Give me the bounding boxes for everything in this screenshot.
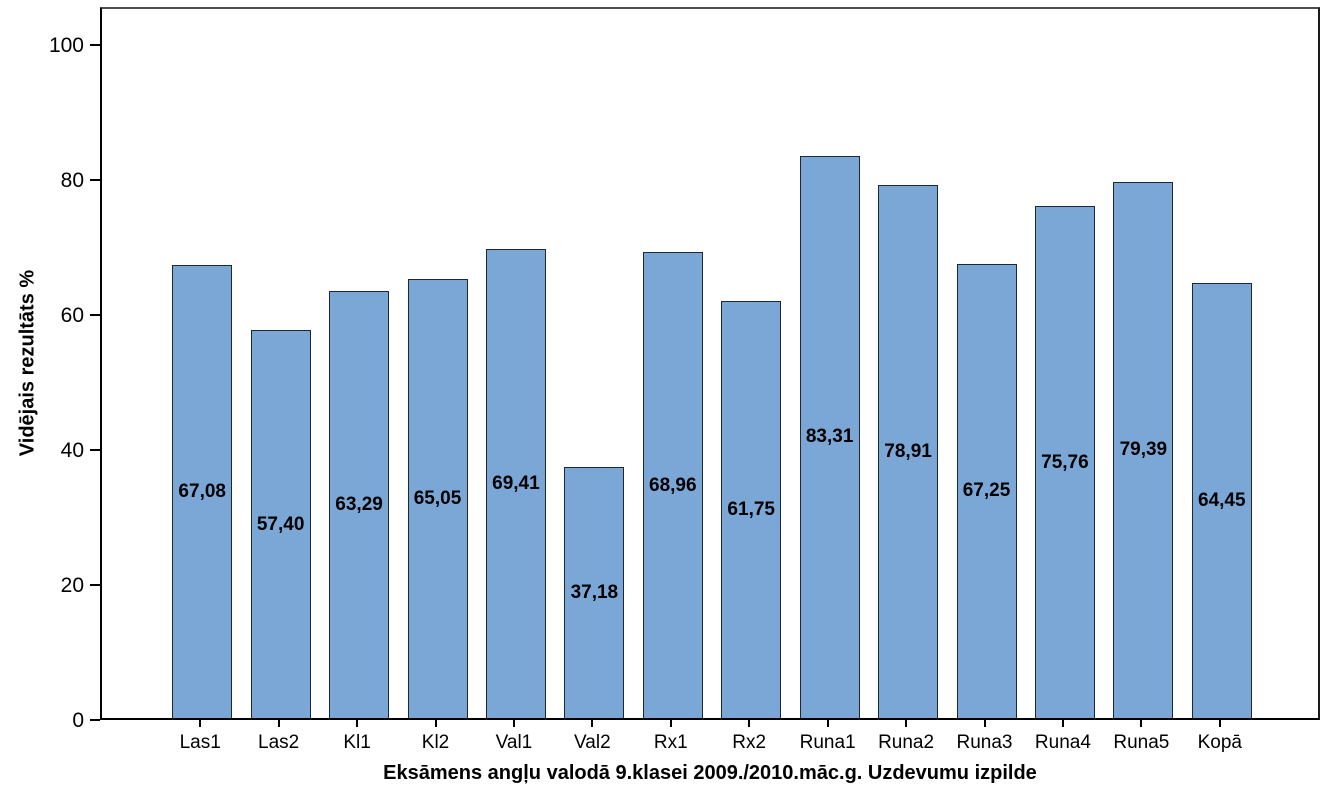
y-tick-mark — [90, 719, 100, 721]
y-tick-mark — [90, 448, 100, 451]
x-tick-mark — [1218, 720, 1221, 727]
bar-Runa4: 75,76 — [1034, 206, 1095, 718]
x-tick-mark — [748, 720, 751, 727]
bar-value-label: 61,75 — [727, 499, 775, 521]
y-tick-mark — [90, 178, 100, 181]
x-tick-label-Runa1: Runa1 — [799, 732, 856, 753]
bar-Rx1: 68,96 — [642, 252, 703, 718]
bar-Runa5: 79,39 — [1113, 181, 1174, 718]
bar-Kl2: 65,05 — [407, 278, 468, 718]
x-tick-label-Rx1: Rx1 — [653, 732, 688, 753]
bar-Kopā: 64,45 — [1191, 282, 1252, 718]
x-tick-label-Kl1: Kl1 — [343, 732, 371, 753]
x-tick-mark — [905, 720, 908, 727]
x-tick-mark — [669, 720, 672, 727]
y-tick-label-80: 80 — [60, 168, 84, 192]
bar-value-label: 79,39 — [1119, 439, 1168, 461]
plot-area: 67,08 57,40 63,29 65,05 69,41 37,18 68,96 61,75… — [100, 7, 1320, 720]
bar-value-label: 78,91 — [884, 441, 932, 463]
x-tick-mark — [983, 720, 986, 727]
bar-Rx2: 61,75 — [721, 301, 782, 718]
y-tick-label-100: 100 — [48, 33, 84, 57]
bar-Runa2: 78,91 — [878, 185, 939, 718]
bar-value-label: 63,29 — [335, 493, 383, 515]
bar-value-label: 67,25 — [962, 480, 1011, 502]
x-tick-label-Las1: Las1 — [179, 732, 221, 753]
bar-Runa3: 67,25 — [956, 263, 1017, 718]
bar-value-label: 64,45 — [1198, 489, 1246, 511]
x-tick-mark — [199, 720, 202, 727]
x-tick-label-Val2: Val2 — [574, 732, 611, 753]
x-tick-label-Kl2: Kl2 — [421, 732, 450, 753]
bar-Las2: 57,40 — [250, 330, 311, 718]
x-tick-mark — [1061, 720, 1064, 727]
y-tick-label-40: 40 — [60, 438, 84, 462]
x-tick-label-Runa2: Runa2 — [878, 732, 935, 753]
bar-value-label: 65,05 — [413, 487, 462, 509]
x-tick-mark — [512, 720, 515, 727]
bar-Kl1: 63,29 — [329, 290, 390, 718]
x-tick-label-Rx2: Rx2 — [732, 732, 767, 753]
x-tick-label-Runa4: Runa4 — [1034, 732, 1091, 753]
x-tick-label-Runa5: Runa5 — [1113, 732, 1170, 753]
bar-value-label: 83,31 — [805, 426, 854, 448]
bar-value-label: 57,40 — [256, 513, 305, 535]
x-tick-mark — [826, 720, 829, 727]
x-tick-mark — [356, 720, 359, 727]
bar-value-label: 75,76 — [1041, 451, 1089, 473]
y-tick-mark — [90, 583, 100, 586]
bar-value-label: 69,41 — [492, 473, 540, 495]
x-tick-label-Las2: Las2 — [258, 732, 300, 753]
x-tick-mark — [591, 720, 594, 727]
x-tick-label-Kopā: Kopā — [1197, 732, 1242, 753]
bar-value-label: 68,96 — [649, 474, 697, 496]
bar-Val1: 69,41 — [485, 249, 546, 718]
y-tick-mark — [90, 313, 100, 316]
y-tick-mark — [90, 43, 100, 46]
x-tick-label-Runa3: Runa3 — [956, 732, 1013, 753]
bar-value-label: 67,08 — [178, 481, 226, 503]
y-tick-label-60: 60 — [60, 303, 84, 327]
x-axis-title: Eksāmens angļu valodā 9.klasei 2009./201… — [383, 762, 1037, 784]
x-tick-label-Val1: Val1 — [495, 732, 533, 753]
x-tick-mark — [434, 720, 437, 727]
x-tick-mark — [277, 720, 280, 727]
x-tick-mark — [1140, 720, 1143, 727]
y-axis-title: Vidējais rezultāts % — [16, 269, 39, 457]
bar-Las1: 67,08 — [172, 265, 233, 718]
y-tick-label-20: 20 — [60, 573, 84, 597]
y-tick-label-0: 0 — [72, 709, 84, 732]
bar-value-label: 37,18 — [570, 581, 619, 603]
bar-Runa1: 83,31 — [799, 155, 860, 718]
bar-Val2: 37,18 — [564, 466, 625, 718]
